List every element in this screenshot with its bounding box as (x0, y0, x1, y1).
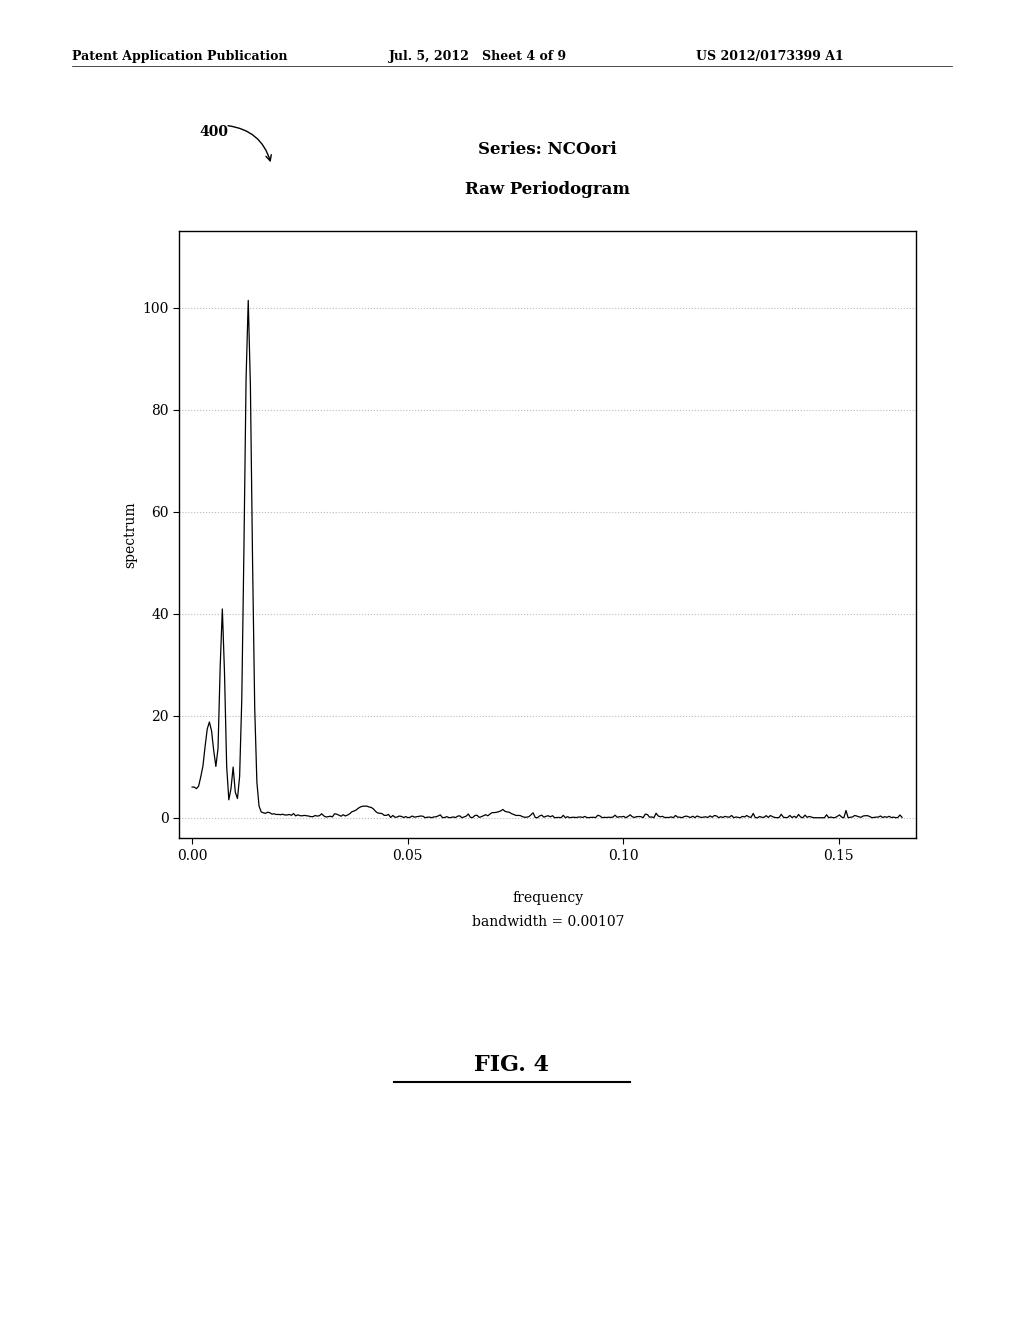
Text: 400: 400 (200, 124, 228, 139)
Text: Raw Periodogram: Raw Periodogram (465, 181, 631, 198)
Text: bandwidth = 0.00107: bandwidth = 0.00107 (472, 915, 624, 929)
Text: Jul. 5, 2012   Sheet 4 of 9: Jul. 5, 2012 Sheet 4 of 9 (389, 50, 567, 63)
Y-axis label: spectrum: spectrum (123, 502, 137, 568)
Text: Patent Application Publication: Patent Application Publication (72, 50, 287, 63)
Text: Series: NCOori: Series: NCOori (478, 141, 617, 158)
Text: US 2012/0173399 A1: US 2012/0173399 A1 (696, 50, 844, 63)
Text: frequency: frequency (512, 891, 584, 906)
Text: FIG. 4: FIG. 4 (474, 1053, 550, 1076)
